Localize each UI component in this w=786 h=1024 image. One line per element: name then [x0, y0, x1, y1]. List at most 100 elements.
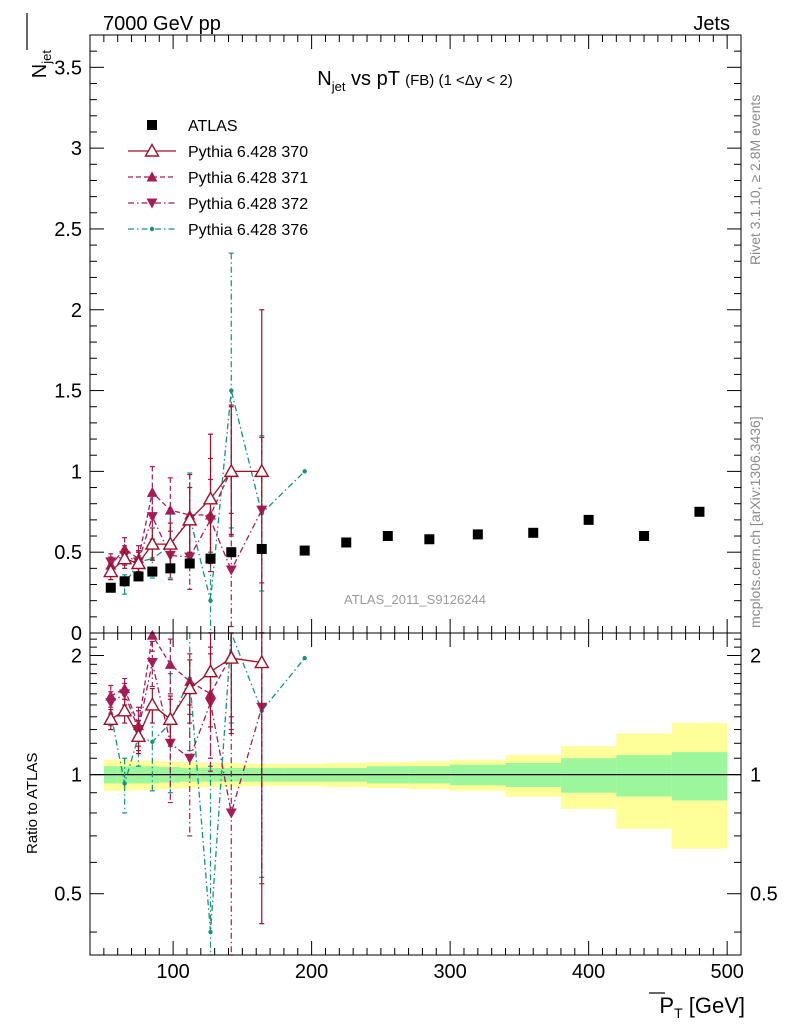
ratio-y-axis-label: Ratio to ATLAS: [24, 753, 41, 854]
data-point-1-7: [223, 463, 239, 478]
data-point-3-5: [184, 552, 196, 563]
legend-label-3: Pythia 6.428 372: [188, 196, 308, 213]
ratio-panel: 0.5 0.5 1 1 2 2 100 200 300 400 500 Ratio to ATLAS…: [24, 629, 778, 1021]
data-point-1-6: [202, 490, 219, 505]
data-point-0-4: [165, 563, 176, 574]
x-axis-label: PT [GeV]: [649, 992, 745, 1021]
data-point-0-13: [472, 529, 483, 540]
series-line-2: [110, 633, 232, 729]
data-point-1-3: [144, 697, 161, 711]
legend-marker-2: [146, 171, 158, 182]
data-point-1-2: [130, 728, 147, 742]
main-y-tick-label-1: 0.5: [54, 542, 82, 564]
main-y-axis-label: Njet: [26, 13, 54, 79]
data-point-4-9: [302, 469, 307, 474]
main-y-tick-label-0: 0: [71, 623, 82, 645]
data-point-1-4: [162, 711, 179, 725]
main-y-tick-label-4: 2: [71, 300, 82, 322]
legend-marker-1: [144, 143, 160, 157]
main-y-tick-label-7: 3.5: [54, 57, 82, 79]
data-point-0-10: [341, 537, 352, 548]
data-point-0-15: [583, 514, 594, 525]
x-tick-label-1: 200: [295, 961, 328, 983]
stat-uncertainty-band-17: [671, 752, 728, 801]
data-point-0-2: [133, 571, 144, 582]
legend: ATLAS Pythia 6.428 370 Pythia 6.428 371 Pyt…: [128, 118, 308, 239]
data-point-1-0: [103, 563, 119, 578]
data-point-1-6: [202, 663, 219, 678]
data-point-2-1: [119, 683, 131, 694]
data-point-0-12: [424, 534, 435, 545]
x-axis-label-text: PT [GeV]: [659, 993, 745, 1021]
legend-label-0: ATLAS: [188, 118, 238, 135]
stat-uncertainty-band-16: [616, 755, 672, 797]
main-y-tick-label-3: 1.5: [54, 381, 82, 403]
header-jets-label: Jets: [693, 13, 730, 35]
data-point-1-5: [182, 511, 198, 526]
series-line-1: [110, 657, 262, 738]
data-point-1-3: [144, 536, 161, 550]
data-point-4-9: [302, 655, 307, 661]
ratio-y-tick-label-0: 0.5: [54, 884, 82, 906]
ratio-y-tick-label-right-2: 2: [750, 646, 761, 668]
data-point-1-4: [162, 536, 179, 550]
legend-label-2: Pythia 6.428 371: [188, 170, 308, 187]
main-y-tick-label-2: 1: [71, 461, 82, 483]
stat-uncertainty-band-15: [560, 758, 617, 793]
legend-marker-0: [147, 120, 157, 130]
ratio-y-tick-label-right-0: 0.5: [750, 884, 778, 906]
data-point-4-1: [122, 781, 127, 786]
ratio-y-tick-label-right-1: 1: [750, 765, 761, 787]
data-point-4-3: [150, 739, 155, 745]
data-point-2-0: [105, 690, 117, 701]
ratio-panel-frame: [89, 632, 742, 956]
data-point-1-5: [182, 680, 198, 695]
data-point-0-5: [184, 558, 195, 569]
legend-marker-4: [149, 226, 155, 232]
data-point-1-0: [103, 711, 119, 725]
ratio-y-tick-label-1: 1: [71, 765, 82, 787]
data-point-4-7: [229, 388, 234, 393]
data-point-1-8: [254, 463, 270, 478]
main-y-tick-label-6: 3: [71, 138, 82, 160]
data-point-3-3: [146, 658, 158, 669]
header-energy-label: 7000 GeV pp: [103, 13, 221, 35]
data-point-1-2: [130, 555, 147, 570]
x-tick-label-4: 500: [710, 961, 743, 983]
legend-label-4: Pythia 6.428 376: [188, 222, 308, 239]
series-line-3: [110, 509, 263, 572]
data-point-0-0: [105, 582, 116, 593]
data-point-2-4: [164, 658, 176, 669]
rivet-version-label: Rivet 3.1.10, ≥ 2.8M events: [747, 95, 763, 265]
x-tick-label-3: 400: [572, 961, 605, 983]
x-tick-label-0: 100: [156, 961, 189, 983]
data-point-1-1: [116, 702, 133, 717]
ratio-y-tick-label-2: 2: [71, 646, 82, 668]
data-point-4-6: [208, 598, 213, 603]
data-point-0-1: [119, 576, 130, 587]
data-point-0-3: [147, 566, 158, 577]
data-point-0-16: [639, 531, 650, 542]
data-point-3-7: [225, 808, 237, 819]
data-point-2-3: [146, 486, 158, 497]
data-point-2-4: [164, 504, 176, 515]
watermark-label: ATLAS_2011_S9126244: [344, 592, 486, 607]
data-point-4-6: [208, 929, 213, 935]
data-point-1-7: [223, 650, 239, 664]
data-point-0-6: [205, 553, 216, 564]
main-panel: 0 0.5 1 1.5 2 2.5 3 3.5 Njet vs pT (FB) (1 <Δy …: [26, 13, 742, 645]
main-y-tick-label-5: 2.5: [54, 219, 82, 241]
data-point-3-7: [225, 565, 237, 576]
data-point-0-11: [382, 531, 393, 542]
data-point-0-9: [299, 545, 310, 556]
legend-marker-3: [146, 198, 158, 209]
series-line-4: [110, 632, 306, 933]
data-point-3-5: [184, 753, 196, 764]
main-y-axis-label-text: Njet: [29, 50, 54, 79]
data-point-1-1: [116, 550, 133, 565]
x-tick-label-2: 300: [433, 961, 466, 983]
data-point-0-14: [528, 527, 539, 538]
main-chart-title: Njet vs pT (FB) (1 <Δy < 2): [317, 68, 512, 94]
data-point-0-17: [694, 506, 705, 517]
